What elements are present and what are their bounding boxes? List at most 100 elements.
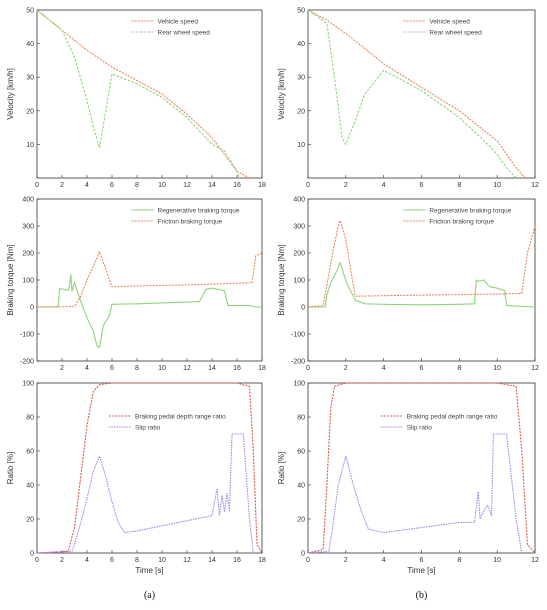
y-tick-label: 400	[293, 197, 305, 204]
y-tick-label: 20	[26, 108, 34, 115]
y-tick-label: 50	[26, 8, 34, 15]
y-tick-label: -200	[20, 359, 34, 366]
series-line-rear-wheel-speed	[307, 9, 517, 179]
chart-panel-b-3: 0 2 4 6 8 10 12 0 20 40 60 80 100 Ratio [%] Time [s] Br…	[277, 381, 539, 576]
x-tick-label: 10	[493, 182, 501, 189]
x-tick-label: 2	[60, 182, 64, 189]
y-tick-label: 40	[297, 41, 305, 48]
plot-frame	[36, 9, 263, 179]
y-tick-label: 0	[301, 551, 305, 558]
x-tick-label: 0	[35, 557, 39, 564]
x-tick-label: 6	[420, 182, 424, 189]
legend-label: Regenerative braking torque	[158, 207, 240, 214]
x-tick-label: 14	[208, 182, 216, 189]
y-tick-label: 20	[26, 517, 34, 524]
x-tick-label: 2	[344, 365, 348, 372]
y-tick-label: 40	[26, 41, 34, 48]
y-axis-label: Braking torque [Nm]	[277, 244, 286, 315]
series-line-slip-ratio	[36, 433, 254, 554]
x-tick-label: 2	[60, 365, 64, 372]
plot-frame	[307, 9, 536, 179]
plot-frame	[36, 382, 263, 554]
y-tick-label: 300	[22, 224, 34, 231]
y-tick-label: 0	[30, 551, 34, 558]
x-tick-label: 12	[183, 365, 191, 372]
x-tick-label: 2	[60, 557, 64, 564]
legend-label: Regenerative braking torque	[429, 207, 511, 214]
x-tick-label: 18	[258, 365, 266, 372]
x-tick-label: 12	[183, 182, 191, 189]
y-tick-label: 40	[297, 483, 305, 490]
y-tick-label: 60	[26, 449, 34, 456]
x-tick-label: 2	[344, 182, 348, 189]
x-axis-label: Time [s]	[407, 566, 435, 575]
y-tick-label: 80	[26, 415, 34, 422]
legend-label: Slip ratio	[407, 424, 433, 431]
y-tick-label: -100	[291, 332, 305, 339]
x-tick-label: 14	[208, 365, 216, 372]
x-tick-label: 10	[493, 365, 501, 372]
x-tick-label: 16	[233, 182, 241, 189]
x-tick-label: 0	[306, 557, 310, 564]
series-line-braking-pedal-depth-range-ratio	[36, 382, 263, 554]
y-axis-label: Braking torque [Nm]	[6, 244, 15, 315]
chart-panel-a-1: 0 2 4 6 8 10 12 14 16 18 10 20 30 40 50 Velocity [km/h]…	[6, 8, 266, 190]
x-tick-label: 12	[531, 365, 539, 372]
x-tick-label: 16	[233, 365, 241, 372]
legend-label: Friction braking torque	[158, 218, 223, 225]
x-tick-label: 6	[110, 557, 114, 564]
series-line-friction-braking-torque	[36, 251, 263, 308]
x-tick-label: 6	[420, 365, 424, 372]
y-tick-label: 100	[293, 278, 305, 285]
x-tick-label: 4	[382, 182, 386, 189]
x-tick-label: 16	[233, 557, 241, 564]
panel-caption: (b)	[416, 590, 428, 601]
series-line-vehicle-speed	[307, 9, 526, 179]
x-axis-label: Time [s]	[135, 566, 163, 575]
y-tick-label: 100	[293, 381, 305, 388]
series-line-regenerative-braking-torque	[308, 261, 536, 308]
series-line-slip-ratio	[307, 433, 523, 554]
x-tick-label: 0	[35, 182, 39, 189]
x-tick-label: 10	[158, 557, 166, 564]
x-tick-label: 4	[85, 182, 89, 189]
x-tick-label: 8	[135, 182, 139, 189]
y-tick-label: 0	[301, 305, 305, 312]
y-axis-label: Velocity [km/h]	[6, 68, 15, 120]
x-tick-label: 6	[110, 182, 114, 189]
legend-label: Slip ratio	[135, 424, 161, 431]
y-tick-label: 10	[297, 142, 305, 149]
legend-label: Friction braking torque	[429, 218, 494, 225]
y-tick-label: 300	[293, 224, 305, 231]
x-tick-label: 10	[158, 182, 166, 189]
x-tick-label: 0	[306, 182, 310, 189]
legend-label: Braking pedal depth range ratio	[407, 413, 498, 420]
y-tick-label: 200	[22, 251, 34, 258]
x-tick-label: 8	[135, 365, 139, 372]
plot-frame	[307, 198, 536, 362]
chart-panel-b-1: 0 2 4 6 8 10 12 10 20 30 40 50 Velocity [km/h] Vehicl…	[277, 8, 539, 190]
x-tick-label: 8	[457, 557, 461, 564]
legend-label: Rear wheel speed	[158, 29, 211, 36]
y-tick-label: 400	[22, 197, 34, 204]
panel-caption: (a)	[144, 590, 155, 601]
x-tick-label: 0	[306, 365, 310, 372]
y-tick-label: 80	[297, 415, 305, 422]
chart-panel-b-2: 0 2 4 6 8 10 12 -200 -100 0 100 200 300 400 Braking to…	[277, 197, 539, 373]
series-line-vehicle-speed	[36, 9, 250, 179]
y-tick-label: 20	[297, 108, 305, 115]
x-tick-label: 4	[382, 557, 386, 564]
y-tick-label: 200	[293, 251, 305, 258]
x-tick-label: 4	[382, 365, 386, 372]
y-tick-label: 100	[22, 381, 34, 388]
legend-label: Vehicle speed	[429, 18, 470, 25]
x-tick-label: 6	[420, 557, 424, 564]
x-tick-label: 14	[208, 557, 216, 564]
x-tick-label: 8	[457, 182, 461, 189]
y-tick-label: -200	[291, 359, 305, 366]
y-tick-label: 0	[30, 305, 34, 312]
legend-label: Vehicle speed	[158, 18, 199, 25]
x-tick-label: 18	[258, 557, 266, 564]
legend-label: Braking pedal depth range ratio	[135, 413, 226, 420]
